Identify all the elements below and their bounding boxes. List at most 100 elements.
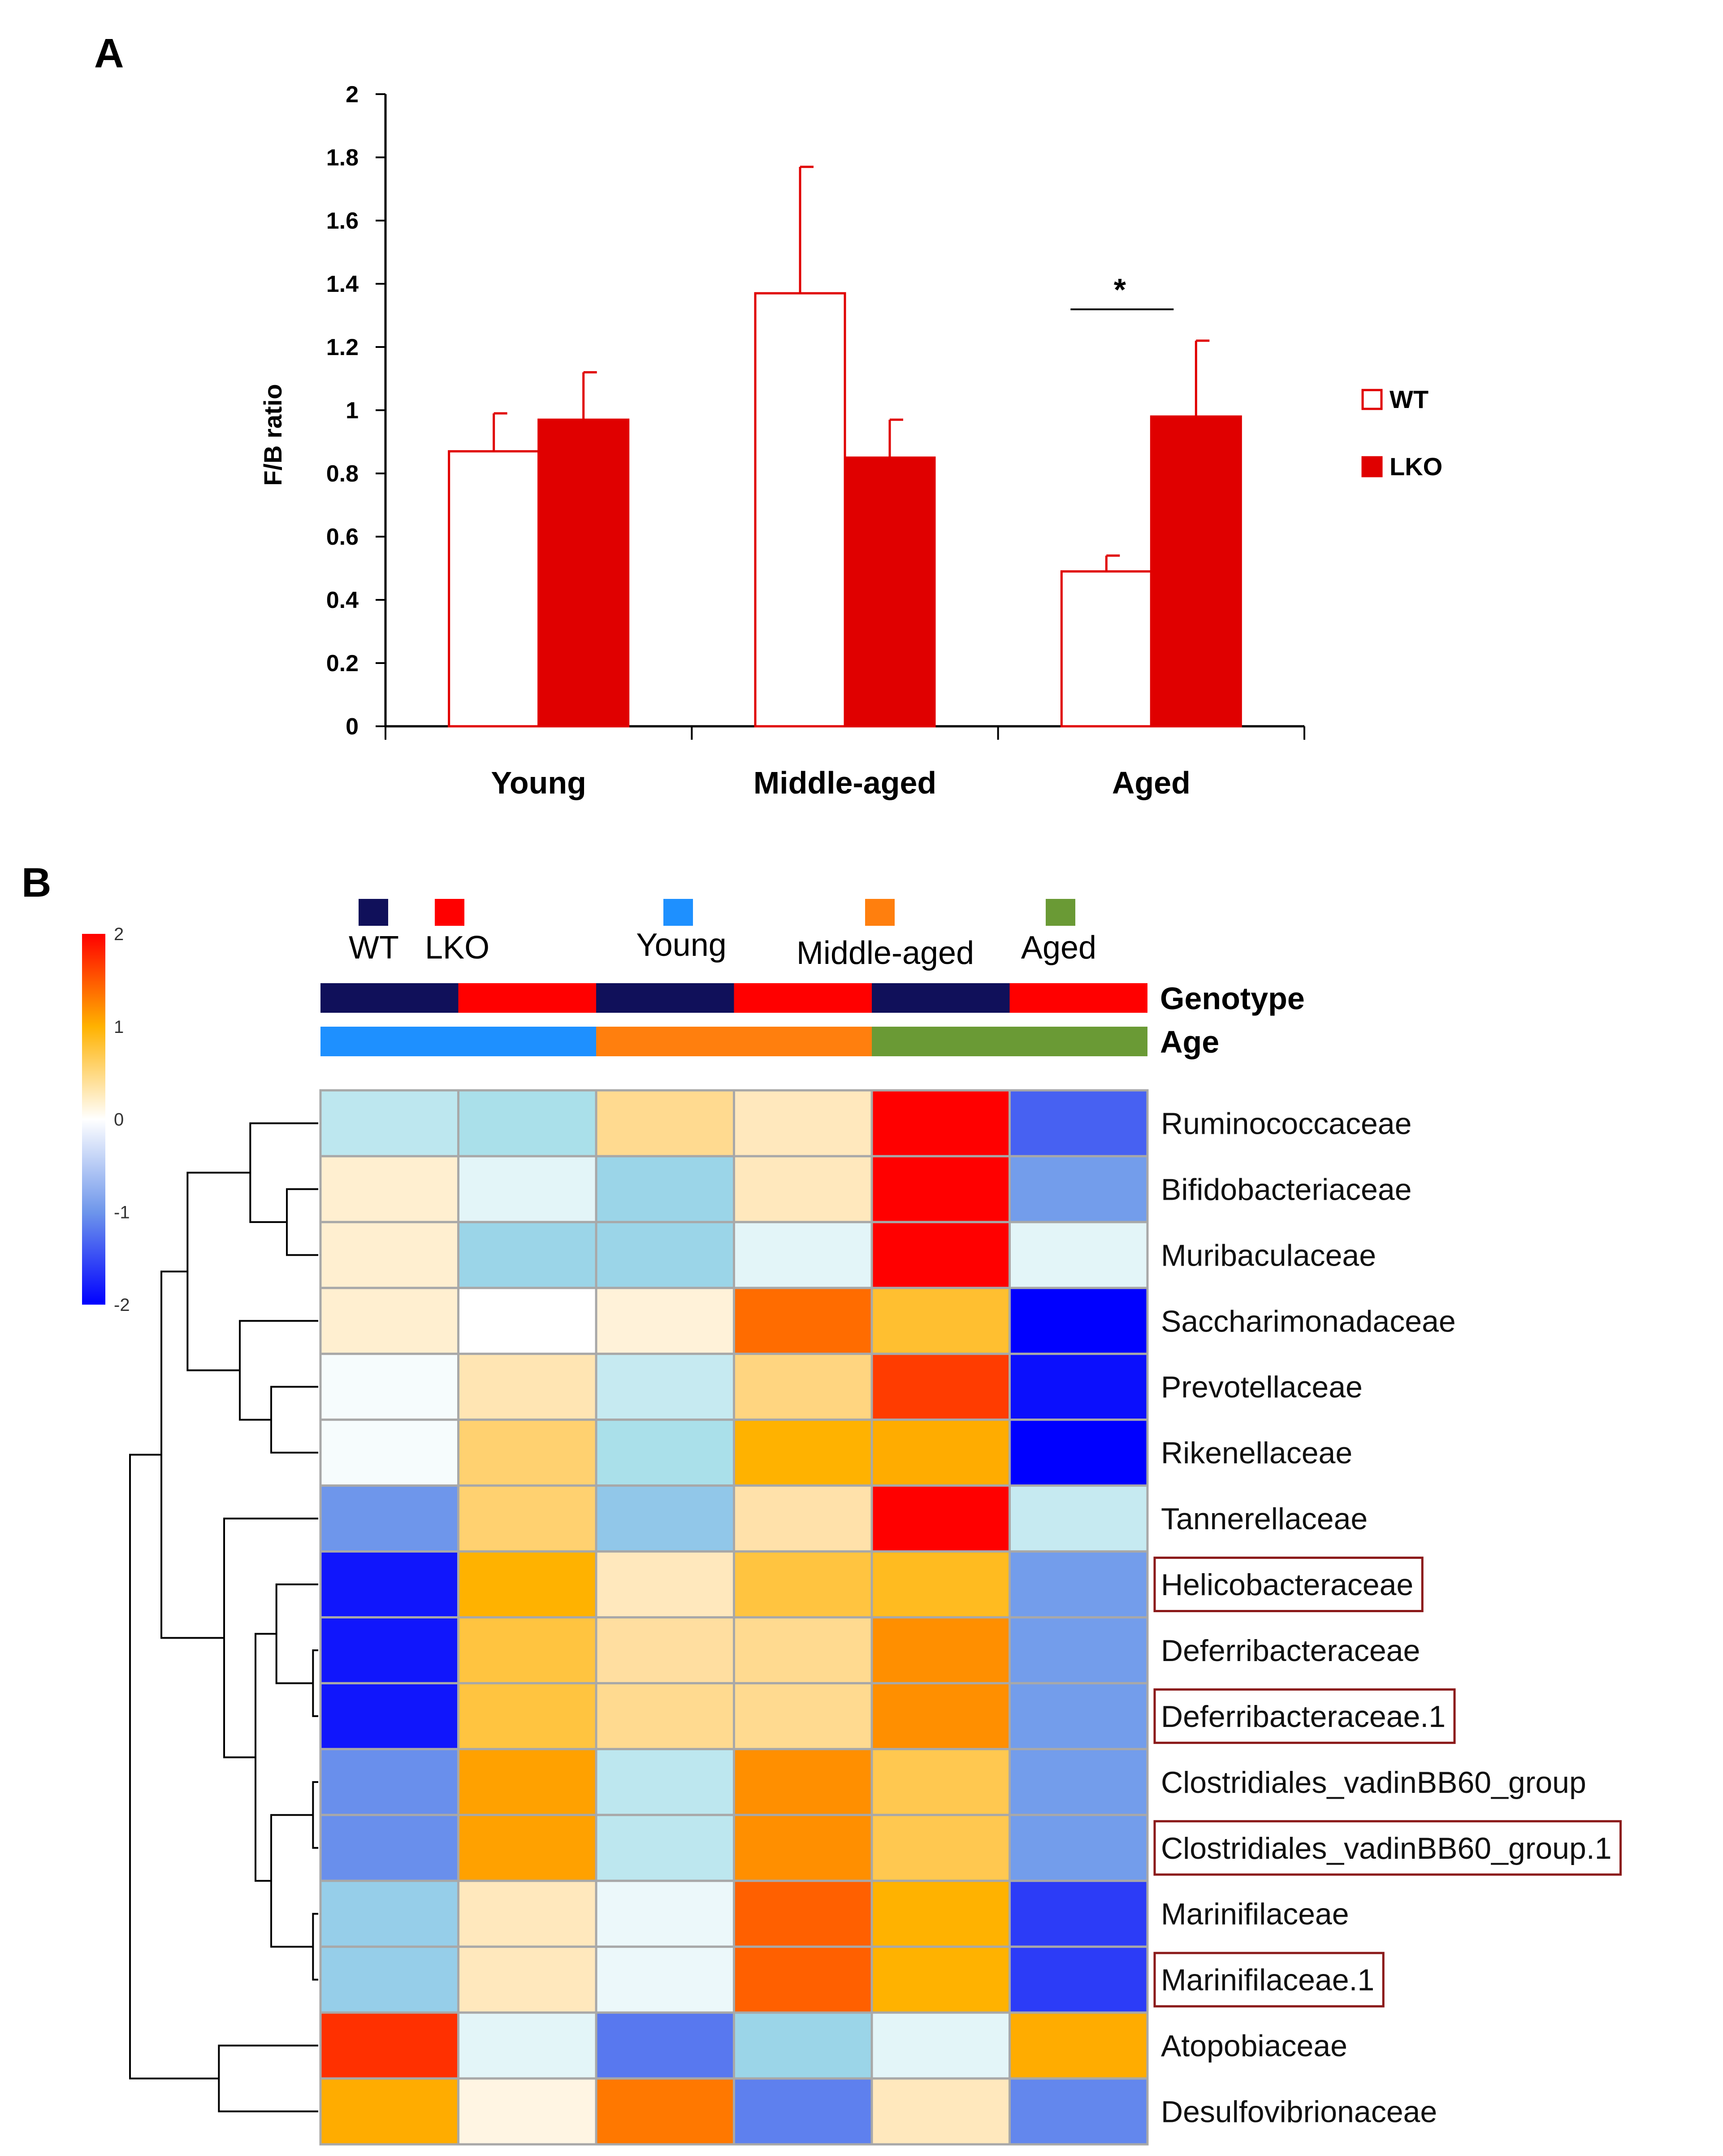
heatmap-cell	[733, 1089, 873, 1158]
highlight-box	[1153, 1952, 1385, 2008]
heatmap-cell	[1009, 1221, 1149, 1289]
track-cell	[596, 1027, 734, 1056]
track-title: Genotype	[1160, 981, 1305, 1016]
legend-swatch	[865, 899, 895, 926]
bar-wt	[754, 292, 846, 728]
heatmap-cell	[319, 1945, 459, 2014]
heatmap-cell	[319, 2011, 459, 2080]
row-label: Deferribacteraceae.1	[1161, 1700, 1446, 1734]
heatmap-cell	[1009, 1879, 1149, 1948]
legend: WT LKO	[1361, 385, 1442, 481]
track-title: Age	[1160, 1024, 1219, 1059]
highlight-box	[1153, 1688, 1456, 1744]
heatmap-cell	[595, 1879, 735, 1948]
bar-wt	[1060, 570, 1152, 728]
legend-swatch-lko	[1361, 456, 1383, 477]
y-tick-label: 1	[346, 398, 359, 424]
significance-annotation: *	[1070, 272, 1174, 310]
significance-marker: *	[1114, 272, 1126, 307]
heatmap-cell	[1009, 1945, 1149, 2014]
heatmap-cell	[319, 1550, 459, 1618]
row-label: Marinifilaceae	[1161, 1897, 1349, 1931]
y-tick-label: 0.8	[326, 461, 359, 487]
x-category-label: Aged	[1112, 765, 1191, 800]
heatmap-cell	[457, 1221, 597, 1289]
heatmap-cell	[457, 1155, 597, 1223]
legend-swatch	[1046, 899, 1075, 926]
heatmap-cell	[1009, 1616, 1149, 1684]
heatmap-cell	[319, 1287, 459, 1355]
heatmap-cell	[457, 1353, 597, 1421]
dendrogram-branch	[275, 1583, 318, 1684]
panel-a-label: A	[94, 30, 124, 76]
heatmap-cell	[1009, 1353, 1149, 1421]
highlight-box	[1153, 1557, 1424, 1612]
y-axis-label: F/B ratio	[259, 384, 287, 486]
heatmap-cell	[595, 2011, 735, 2080]
row-label: Clostridiales_vadinBB60_group.1	[1161, 1831, 1612, 1865]
x-category-label: Young	[491, 765, 586, 800]
heatmap-cell	[457, 1419, 597, 1487]
bar-wt	[448, 450, 540, 728]
dendrogram-branch	[312, 1913, 318, 1981]
heatmap-cell	[1009, 1287, 1149, 1355]
heatmap-cell	[319, 1748, 459, 1816]
bar-lko	[537, 418, 630, 728]
dendrogram-branch	[129, 1453, 219, 2080]
heatmap-cell	[595, 1353, 735, 1421]
group-legend: WT LKO Young Middle-aged Aged	[349, 899, 1096, 971]
row-label: Rikenellaceae	[1161, 1436, 1352, 1470]
heatmap-cell	[457, 1287, 597, 1355]
heatmap-cell	[457, 1813, 597, 1882]
dendrogram-branch	[249, 1122, 318, 1223]
color-scale: 2 1 0 -1 -2	[82, 924, 130, 1315]
heatmap-cell	[457, 1879, 597, 1948]
heatmap-cell	[595, 1748, 735, 1816]
heatmap-cell	[733, 1550, 873, 1618]
heatmap-cell	[595, 1813, 735, 1882]
heatmap-cell	[457, 1616, 597, 1684]
y-tick-label: 0	[346, 714, 359, 740]
heatmap-cell	[733, 1748, 873, 1816]
y-tick-label: 1.6	[326, 208, 359, 234]
y-tick-label: 1.2	[326, 334, 359, 360]
heatmap-cell	[319, 1353, 459, 1421]
heatmap-cells	[319, 1089, 1149, 2146]
dendrogram-branch	[286, 1188, 318, 1256]
track-cell	[1009, 983, 1147, 1013]
y-tick-label: 0.2	[326, 651, 359, 677]
row-labels: Ruminococcaceae Bifidobacteriaceae Muribac…	[1153, 1106, 1622, 2129]
heatmap-cell	[595, 1616, 735, 1684]
heatmap-cell	[870, 2011, 1011, 2080]
row-label: Deferribacteraceae	[1161, 1634, 1420, 1668]
y-tick-label: 0.4	[326, 587, 359, 613]
row-label: Prevotellaceae	[1161, 1370, 1363, 1404]
legend-swatch-wt	[1361, 389, 1383, 410]
heatmap-cell	[870, 1813, 1011, 1882]
heatmap-cell	[595, 1287, 735, 1355]
dendrogram-branch	[160, 1271, 224, 1639]
heatmap-cell	[870, 1550, 1011, 1618]
row-label: Tannerellaceae	[1161, 1502, 1368, 1536]
heatmap-cell	[457, 1945, 597, 2014]
heatmap-cell	[1009, 1419, 1149, 1487]
y-tick-label: 1.8	[326, 145, 359, 171]
bar-lko	[844, 456, 936, 728]
heatmap-cell	[870, 1221, 1011, 1289]
track-cell	[1009, 1027, 1147, 1056]
heatmap-cell	[870, 1945, 1011, 2014]
heatmap-cell	[733, 1419, 873, 1487]
heatmap-cell	[457, 1089, 597, 1158]
heatmap-cell	[1009, 1550, 1149, 1618]
heatmap-cell	[1009, 2011, 1149, 2080]
row-label: Ruminococcaceae	[1161, 1106, 1411, 1141]
panel-b-label: B	[22, 860, 51, 906]
track-cell	[320, 983, 459, 1013]
heatmap-cell	[595, 1221, 735, 1289]
heatmap-cell	[595, 1945, 735, 2014]
row-label: Helicobacteraceae	[1161, 1568, 1413, 1602]
heatmap-cell	[733, 1813, 873, 1882]
heatmap-cell	[733, 2011, 873, 2080]
heatmap-cell	[457, 1682, 597, 1750]
heatmap-cell	[870, 1484, 1011, 1553]
